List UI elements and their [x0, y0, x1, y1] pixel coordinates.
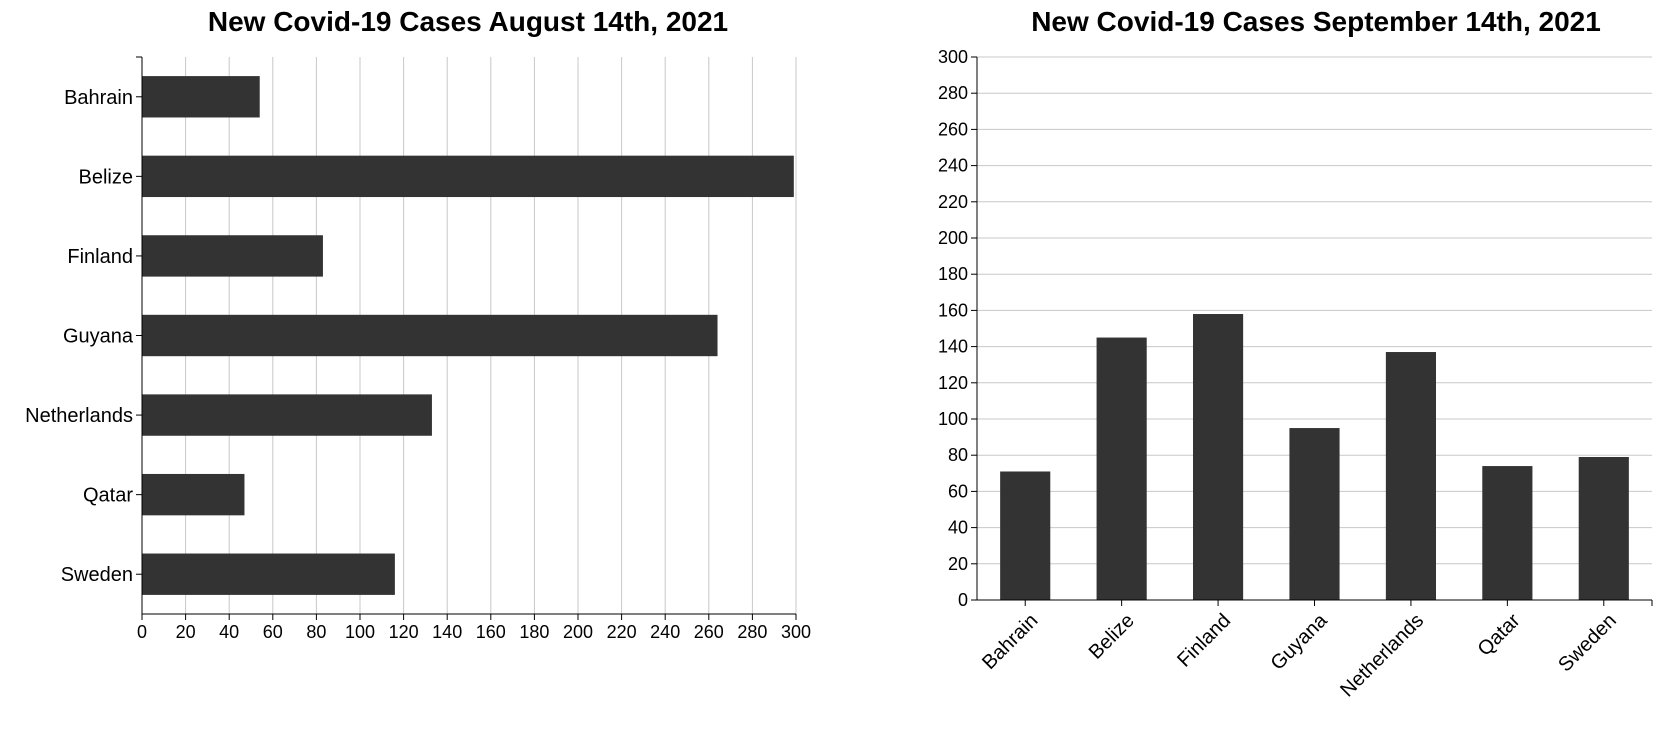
bar-qatar — [142, 473, 245, 516]
x-category-label: Qatar — [1474, 609, 1525, 660]
x-category-label: Sweden — [1554, 610, 1621, 677]
x-category-label: Guyana — [1267, 609, 1333, 675]
x-tick-label: 0 — [137, 622, 147, 642]
bar-sweden — [142, 553, 395, 595]
bar-bahrain — [1000, 471, 1051, 600]
x-tick-label: 40 — [219, 622, 239, 642]
bar-finland — [142, 235, 323, 277]
x-category-label: Netherlands — [1336, 610, 1428, 702]
x-tick-label: 20 — [176, 622, 196, 642]
x-category-label: Bahrain — [978, 610, 1042, 674]
x-tick-label: 120 — [389, 622, 419, 642]
y-tick-label: 140 — [938, 337, 968, 357]
x-tick-label: 180 — [519, 622, 549, 642]
y-tick-label: 40 — [948, 518, 968, 538]
bar-finland — [1193, 314, 1244, 600]
y-tick-label: 100 — [938, 409, 968, 429]
bar-belize — [1096, 337, 1147, 600]
y-tick-label: 60 — [948, 481, 968, 501]
y-category-label: Bahrain — [64, 87, 133, 109]
x-axis: Bahrain Belize Finland Guyana Netherlands Qat… — [977, 599, 1653, 702]
y-tick-label: 0 — [958, 590, 968, 610]
y-tick-label: 180 — [938, 264, 968, 284]
y-tick-label: 300 — [938, 47, 968, 67]
x-axis: 0 20 40 60 80 100 120 140 160 180 200 220 240 260 280 3… — [137, 613, 811, 642]
y-tick-label: 260 — [938, 119, 968, 139]
y-category-label: Belize — [79, 166, 133, 188]
bar-belize — [142, 155, 794, 198]
grid — [977, 56, 1652, 565]
y-tick-label: 160 — [938, 300, 968, 320]
bar-netherlands — [1385, 352, 1436, 600]
bars — [1000, 314, 1629, 600]
x-tick-label: 280 — [737, 622, 767, 642]
y-category-label: Netherlands — [25, 405, 133, 427]
bar-guyana — [142, 314, 718, 357]
y-axis: 0 20 40 60 80 100 120 140 160 180 200 220 240 260 280 3… — [938, 47, 978, 610]
x-tick-label: 60 — [263, 622, 283, 642]
y-category-label: Guyana — [63, 326, 134, 348]
y-category-label: Finland — [67, 246, 133, 268]
bars — [142, 76, 794, 595]
chart-title: New Covid-19 Cases August 14th, 2021 — [208, 6, 728, 37]
y-tick-label: 120 — [938, 373, 968, 393]
y-category-label: Sweden — [61, 564, 133, 586]
x-category-label: Finland — [1173, 610, 1235, 672]
x-tick-label: 260 — [694, 622, 724, 642]
y-tick-label: 240 — [938, 156, 968, 176]
y-tick-label: 20 — [948, 554, 968, 574]
chart-title: New Covid-19 Cases September 14th, 2021 — [1031, 6, 1601, 37]
bar-netherlands — [142, 394, 432, 436]
x-tick-label: 80 — [306, 622, 326, 642]
y-tick-label: 280 — [938, 83, 968, 103]
x-tick-label: 160 — [476, 622, 506, 642]
bar-bahrain — [142, 76, 260, 118]
y-tick-label: 80 — [948, 445, 968, 465]
x-category-label: Belize — [1085, 610, 1139, 664]
x-tick-label: 200 — [563, 622, 593, 642]
chart-september: New Covid-19 Cases September 14th, 2021 … — [938, 6, 1653, 702]
y-axis: Bahrain Belize Finland Guyana Netherlands Qat… — [25, 56, 143, 614]
x-tick-label: 240 — [650, 622, 680, 642]
y-tick-label: 220 — [938, 192, 968, 212]
x-tick-label: 140 — [432, 622, 462, 642]
x-tick-label: 220 — [607, 622, 637, 642]
y-category-label: Qatar — [83, 485, 133, 507]
bar-guyana — [1289, 428, 1340, 600]
bar-sweden — [1578, 457, 1629, 600]
chart-august: New Covid-19 Cases August 14th, 2021 Bah… — [25, 6, 811, 642]
y-tick-label: 200 — [938, 228, 968, 248]
x-tick-label: 300 — [781, 622, 811, 642]
x-tick-label: 100 — [345, 622, 375, 642]
bar-qatar — [1482, 466, 1533, 600]
